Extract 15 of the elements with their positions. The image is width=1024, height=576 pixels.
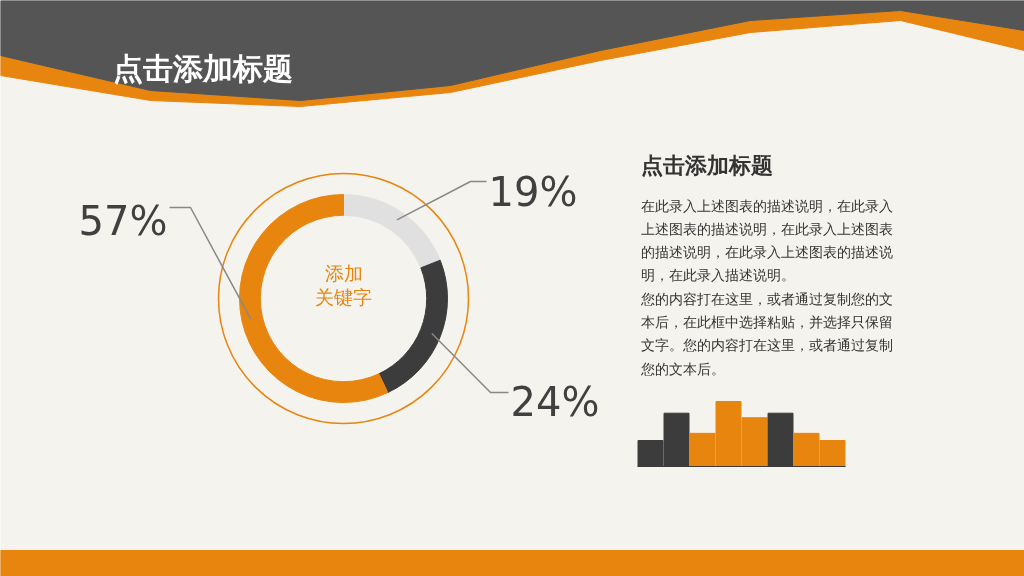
text: 您的文本后。: [639, 360, 725, 377]
text: 明，在此录入描述说明。: [640, 267, 795, 284]
text: 您的内容打在这里，或者通过复制您的文: [639, 290, 893, 307]
data-label: 24%: [510, 378, 600, 425]
data-label: 19%: [488, 168, 578, 215]
text: 上述图表的描述说明，在此录入上述图表: [640, 220, 893, 237]
text: 本后，在此框中选择粘贴，并选择只保留: [640, 314, 893, 330]
text: 关键字: [315, 285, 372, 308]
text: 文字。您的内容打在这里，或者通过复制: [640, 337, 893, 354]
chart-title: 点击添加标题: [112, 51, 293, 86]
text: 点击添加标题: [640, 153, 773, 178]
text: 的描述说明，在此录入上述图表的描述说: [640, 244, 893, 261]
text: 添加: [324, 261, 363, 284]
text: 在此录入上述图表的描述说明，在此录入: [640, 197, 893, 214]
data-label: 57%: [78, 197, 168, 244]
